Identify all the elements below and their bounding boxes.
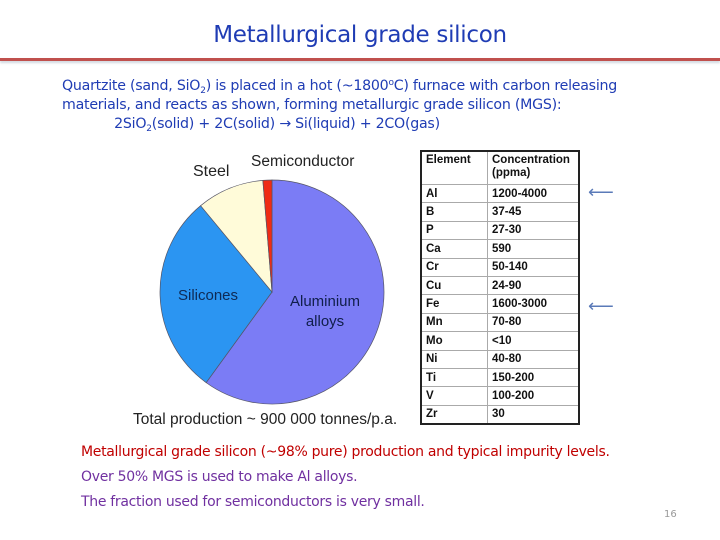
cell-concentration: 70-80: [487, 312, 580, 333]
table-row: Zr 30: [420, 404, 580, 425]
table-row: Cu 24-90: [420, 275, 580, 296]
slide-title: Metallurgical grade silicon: [213, 22, 507, 48]
header-concentration: Concentration (ppma): [487, 150, 580, 185]
notes: Metallurgical grade silicon (~98% pure) …: [81, 441, 610, 516]
pie-slice-semiconductor: [262, 179, 273, 293]
cell-element: Cu: [420, 275, 488, 296]
cell-concentration: 24-90: [487, 275, 580, 296]
intro-text: Quartzite (sand, SiO2) is placed in a ho…: [62, 77, 682, 134]
label-aluminium-alloys: Aluminium alloys: [290, 292, 360, 332]
pie-chart: Steel Semiconductor Silicones Aluminium …: [130, 150, 410, 435]
cell-element: B: [420, 202, 488, 222]
cell-element: V: [420, 386, 488, 406]
label-semiconductor: Semiconductor: [251, 153, 355, 170]
note-3: The fraction used for semiconductors is …: [81, 494, 425, 510]
pie-caption: Total production ~ 900 000 tonnes/p.a.: [133, 411, 398, 428]
cell-concentration: <10: [487, 331, 580, 351]
cell-element: Al: [420, 183, 488, 204]
cell-concentration: 1200-4000: [487, 183, 580, 204]
label-steel: Steel: [193, 163, 230, 180]
cell-element: Zr: [420, 404, 488, 425]
cell-concentration: 100-200: [487, 386, 580, 406]
table-row: Ni 40-80: [420, 349, 580, 369]
cell-element: Ni: [420, 349, 488, 369]
label-aluminium-line2: alloys: [305, 313, 345, 330]
cell-element: Mo: [420, 331, 488, 351]
cell-concentration: 50-140: [487, 257, 580, 277]
subscript: 2: [146, 124, 152, 134]
label-aluminium-line1: Aluminium: [290, 293, 361, 310]
header-element: Element: [420, 150, 488, 185]
pie-graphic: [159, 179, 385, 405]
intro-line1-b: ) is placed in a hot (~1800: [205, 78, 389, 94]
table-row: Mn 70-80: [420, 312, 580, 333]
note-2: Over 50% MGS is used to make Al alloys.: [81, 469, 358, 485]
table-row: Al 1200-4000: [420, 183, 580, 204]
cell-element: P: [420, 220, 488, 241]
header-concentration-line1: Concentration: [492, 154, 570, 166]
cell-element: Ca: [420, 239, 488, 259]
eq-part-a: 2SiO: [114, 116, 147, 132]
title-divider: [0, 58, 720, 61]
eq-part-b: (solid) + 2C(solid) → Si(liquid) + 2CO(g…: [151, 116, 440, 132]
cell-concentration: 150-200: [487, 367, 580, 388]
superscript: o: [388, 78, 394, 88]
header-concentration-unit: (ppma): [492, 167, 531, 179]
page-number: 16: [664, 509, 677, 520]
impurity-table: Element Concentration (ppma) Al 1200-4000 B…: [420, 150, 580, 426]
table-row: Ca 590: [420, 239, 580, 259]
arrow-left-icon: ⟵: [588, 182, 614, 202]
table-row: Cr 50-140: [420, 257, 580, 277]
cell-concentration: 37-45: [487, 202, 580, 222]
intro-line1-a: Quartzite (sand, SiO: [62, 78, 201, 94]
cell-concentration: 590: [487, 239, 580, 259]
cell-element: Mn: [420, 312, 488, 333]
note-1: Metallurgical grade silicon (~98% pure) …: [81, 444, 610, 460]
intro-line2: materials, and reacts as shown, forming …: [62, 97, 562, 113]
arrow-left-icon: ⟵: [588, 296, 614, 316]
table-row: Mo <10: [420, 331, 580, 351]
intro-line1-c: C) furnace with carbon releasing: [393, 78, 618, 94]
cell-element: Fe: [420, 294, 488, 314]
table-row: V 100-200: [420, 386, 580, 406]
cell-concentration: 30: [487, 404, 580, 425]
cell-element: Ti: [420, 367, 488, 388]
label-silicones: Silicones: [178, 287, 239, 304]
cell-element: Cr: [420, 257, 488, 277]
table-row: Ti 150-200: [420, 367, 580, 388]
table-row: B 37-45: [420, 202, 580, 222]
cell-concentration: 40-80: [487, 349, 580, 369]
table-row: Fe 1600-3000: [420, 294, 580, 314]
table-row: P 27-30: [420, 220, 580, 241]
pie-slice-aluminium-alloys: [205, 179, 385, 405]
table-header-row: Element Concentration (ppma): [420, 150, 580, 185]
pie-slice-silicones: [159, 205, 273, 384]
subscript: 2: [200, 86, 206, 96]
reaction-equation: 2SiO2(solid) + 2C(solid) → Si(liquid) + …: [0, 115, 587, 134]
cell-concentration: 1600-3000: [487, 294, 580, 314]
cell-concentration: 27-30: [487, 220, 580, 241]
